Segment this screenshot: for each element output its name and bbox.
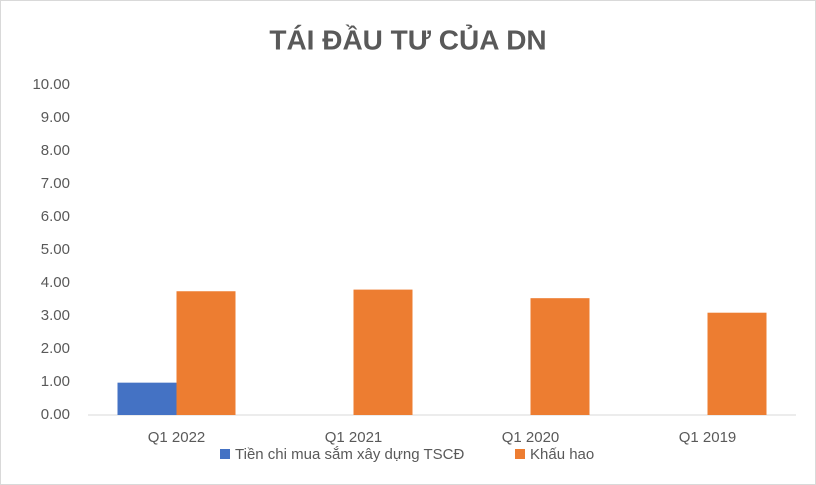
y-tick-label: 5.00 [41, 241, 70, 258]
x-tick-label: Q1 2020 [502, 429, 560, 446]
y-tick-label: 9.00 [41, 109, 70, 126]
y-tick-label: 1.00 [41, 373, 70, 390]
x-tick-label: Q1 2021 [325, 429, 383, 446]
y-tick-label: 3.00 [41, 307, 70, 324]
y-tick-label: 6.00 [41, 208, 70, 225]
y-tick-label: 10.00 [32, 76, 70, 93]
bar [176, 291, 236, 415]
legend-swatch [220, 449, 230, 459]
y-tick-label: 4.00 [41, 274, 70, 291]
chart-title: TÁI ĐẦU TƯ CỦA DN [269, 23, 546, 55]
y-tick-label: 0.00 [41, 406, 70, 423]
x-tick-label: Q1 2019 [679, 429, 737, 446]
x-tick-label: Q1 2022 [148, 429, 206, 446]
y-tick-label: 8.00 [41, 142, 70, 159]
legend-swatch [515, 449, 525, 459]
legend-label: Tiền chi mua sắm xây dựng TSCĐ [235, 446, 464, 463]
bar [530, 298, 590, 415]
y-tick-label: 7.00 [41, 175, 70, 192]
y-tick-label: 2.00 [41, 340, 70, 357]
bar [707, 312, 767, 415]
bar [353, 289, 413, 415]
bar [117, 382, 177, 415]
legend-label: Khấu hao [530, 446, 594, 463]
